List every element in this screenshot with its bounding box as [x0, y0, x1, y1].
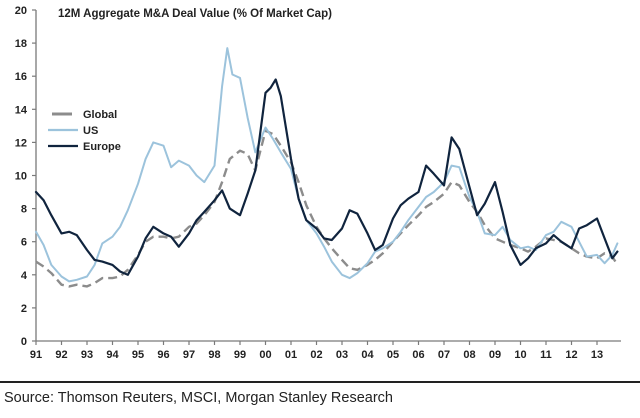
x-tick-label: 92: [55, 349, 67, 361]
y-tick-label: 8: [21, 204, 27, 216]
x-tick-label: 08: [463, 349, 475, 361]
x-tick-label: 09: [489, 349, 501, 361]
x-tick-label: 13: [591, 349, 603, 361]
x-ticks: 91 92 93 94 95 96 97 98 99 00 01 02 03 04 05 06 07 08 09 10…: [30, 341, 603, 361]
y-tick-label: 6: [21, 237, 27, 249]
y-tick-label: 16: [15, 71, 27, 83]
x-tick-label: 99: [234, 349, 246, 361]
x-tick-label: 00: [259, 349, 271, 361]
y-tick-label: 18: [15, 38, 27, 50]
axes: [35, 10, 621, 342]
x-tick-label: 93: [81, 349, 93, 361]
source-divider: [0, 381, 640, 383]
x-tick-label: 07: [438, 349, 450, 361]
x-tick-label: 02: [310, 349, 322, 361]
x-tick-label: 97: [183, 349, 195, 361]
x-tick-label: 06: [412, 349, 424, 361]
y-tick-label: 4: [21, 270, 28, 282]
legend-label-europe: Europe: [83, 141, 121, 153]
x-tick-label: 98: [208, 349, 220, 361]
y-tick-label: 2: [21, 303, 27, 315]
x-tick-label: 91: [30, 349, 42, 361]
x-tick-label: 04: [361, 349, 374, 361]
y-tick-label: 12: [15, 137, 27, 149]
legend: Global US Europe: [48, 109, 121, 153]
x-tick-label: 96: [157, 349, 169, 361]
series-layer: [34, 47, 619, 288]
y-tick-label: 10: [15, 171, 27, 183]
x-tick-label: 03: [336, 349, 348, 361]
y-tick-label: 0: [21, 336, 27, 348]
legend-label-us: US: [83, 125, 98, 137]
series-line-europe: [34, 78, 619, 276]
y-ticks: 0 2 4 6 8 10 12 14 16 18 20: [15, 5, 36, 348]
x-tick-label: 95: [132, 349, 144, 361]
source-note: Source: Thomson Reuters, MSCI, Morgan St…: [4, 390, 393, 406]
series-line-us: [35, 47, 619, 283]
x-tick-label: 11: [540, 349, 552, 361]
x-tick-label: 01: [285, 349, 297, 361]
x-tick-label: 12: [565, 349, 577, 361]
chart-title: 12M Aggregate M&A Deal Value (% Of Marke…: [58, 8, 332, 20]
y-tick-label: 20: [15, 5, 27, 17]
series-line-global: [35, 129, 619, 288]
legend-label-global: Global: [83, 109, 117, 121]
x-tick-label: 94: [106, 349, 119, 361]
x-tick-label: 10: [514, 349, 526, 361]
y-tick-label: 14: [15, 104, 28, 116]
x-tick-label: 05: [387, 349, 399, 361]
